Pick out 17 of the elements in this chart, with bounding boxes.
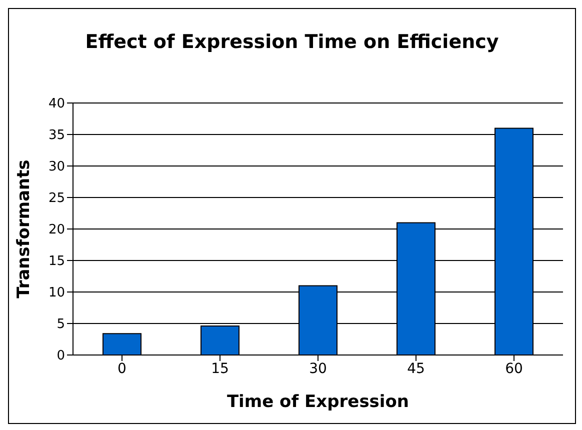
- x-tick-label: 15: [211, 360, 229, 377]
- x-tick-label: 0: [118, 360, 126, 377]
- y-tick-label: 10: [48, 286, 65, 301]
- x-tick-label: 45: [407, 360, 425, 377]
- y-tick-label: 35: [48, 128, 65, 144]
- y-tick-label: 5: [56, 317, 65, 332]
- y-tick-label: 15: [48, 254, 65, 270]
- x-tick-label: 60: [505, 360, 523, 377]
- y-tick-label: 30: [48, 160, 65, 175]
- y-tick-label: 40: [48, 96, 65, 112]
- y-tick-label: 20: [48, 222, 65, 238]
- x-tick-label: 30: [309, 360, 327, 377]
- chart-title: Effect of Expression Time on Efficiency: [84, 31, 500, 53]
- x-axis-title: Time of Expression: [226, 392, 410, 412]
- y-axis-title: Transformants: [14, 160, 34, 298]
- y-tick-label: 0: [56, 348, 65, 364]
- y-tick-label: 25: [48, 191, 65, 206]
